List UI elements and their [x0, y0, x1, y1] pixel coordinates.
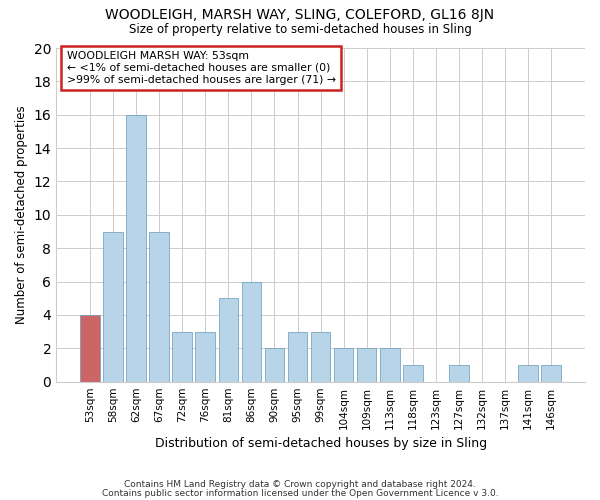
Text: Contains public sector information licensed under the Open Government Licence v : Contains public sector information licen… [101, 488, 499, 498]
Bar [172, 332, 192, 382]
Bar [127, 114, 146, 382]
Bar [242, 282, 261, 382]
Text: Contains HM Land Registry data © Crown copyright and database right 2024.: Contains HM Land Registry data © Crown c… [124, 480, 476, 489]
Bar [449, 365, 469, 382]
Text: WOODLEIGH, MARSH WAY, SLING, COLEFORD, GL16 8JN: WOODLEIGH, MARSH WAY, SLING, COLEFORD, G… [106, 8, 494, 22]
Y-axis label: Number of semi-detached properties: Number of semi-detached properties [15, 106, 28, 324]
Bar [541, 365, 561, 382]
X-axis label: Distribution of semi-detached houses by size in Sling: Distribution of semi-detached houses by … [155, 437, 487, 450]
Bar [357, 348, 376, 382]
Bar [218, 298, 238, 382]
Text: Size of property relative to semi-detached houses in Sling: Size of property relative to semi-detach… [128, 22, 472, 36]
Bar [80, 315, 100, 382]
Bar [265, 348, 284, 382]
Bar [380, 348, 400, 382]
Bar [403, 365, 422, 382]
Text: WOODLEIGH MARSH WAY: 53sqm
← <1% of semi-detached houses are smaller (0)
>99% of: WOODLEIGH MARSH WAY: 53sqm ← <1% of semi… [67, 52, 336, 84]
Bar [149, 232, 169, 382]
Bar [103, 232, 123, 382]
Bar [311, 332, 331, 382]
Bar [288, 332, 307, 382]
Bar [196, 332, 215, 382]
Bar [334, 348, 353, 382]
Bar [518, 365, 538, 382]
